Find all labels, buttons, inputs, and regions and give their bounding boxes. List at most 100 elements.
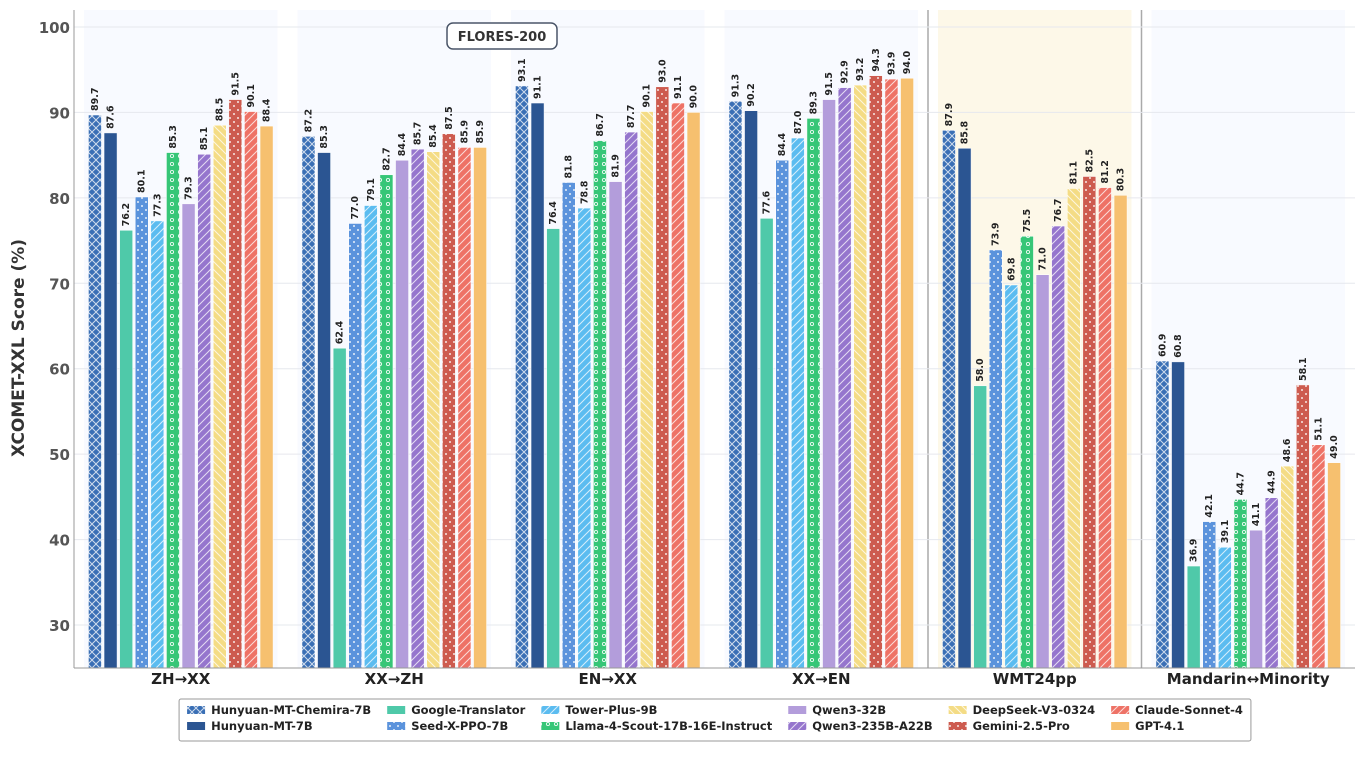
bar <box>593 140 607 669</box>
bar <box>957 148 972 669</box>
bar-value-label: 87.7 <box>626 105 637 128</box>
bar-value-label: 60.9 <box>1157 334 1168 357</box>
bar-value-label: 94.3 <box>871 48 882 71</box>
bar-value-label: 36.9 <box>1189 539 1200 562</box>
bar-value-label: 76.7 <box>1053 199 1064 222</box>
bar <box>973 385 987 669</box>
bar <box>728 101 743 669</box>
bar <box>900 78 914 669</box>
y-tick-label: 90 <box>49 104 70 122</box>
y-tick-label: 100 <box>39 19 70 37</box>
bar-value-label: 93.0 <box>657 59 668 83</box>
bar <box>640 111 654 669</box>
bar-value-label: 84.4 <box>397 132 408 156</box>
bar <box>1004 284 1019 669</box>
legend-box <box>178 698 1252 742</box>
legend-swatch <box>1111 722 1130 730</box>
bar <box>1082 176 1097 669</box>
bar-value-label: 90.1 <box>246 84 257 107</box>
bar <box>181 203 196 669</box>
bar-value-label: 48.6 <box>1282 438 1293 462</box>
bar-value-label: 87.5 <box>444 106 455 129</box>
bar <box>1067 188 1081 669</box>
flores-annotation: FLORES-200 <box>446 22 558 50</box>
bar <box>213 124 227 669</box>
bar-value-label: 91.5 <box>824 72 835 95</box>
bar-value-label: 87.6 <box>106 105 117 129</box>
bar <box>1051 225 1065 669</box>
legend-swatch <box>387 706 406 714</box>
bar <box>457 147 472 669</box>
legend-label: GPT-4.1 <box>1135 719 1184 733</box>
legend-label: Hunyuan-MT-7B <box>211 719 313 733</box>
bar <box>686 112 701 669</box>
legend-label: Qwen3-235B-A22B <box>812 719 932 733</box>
bar-value-label: 93.2 <box>855 58 866 81</box>
bar-value-label: 93.1 <box>517 58 528 81</box>
legend-swatch <box>541 722 560 730</box>
bar <box>608 181 623 669</box>
bar <box>1280 465 1294 669</box>
bar-value-label: 79.3 <box>184 176 195 199</box>
bar-value-label: 85.7 <box>413 122 424 145</box>
bar-value-label: 94.0 <box>902 50 913 74</box>
bar-value-label: 87.2 <box>303 109 314 132</box>
bar <box>473 147 487 669</box>
bar <box>244 111 258 669</box>
bar <box>791 137 805 669</box>
legend-swatch <box>788 706 807 714</box>
bar <box>1296 384 1310 669</box>
bar <box>1311 444 1326 669</box>
bar-value-label: 85.4 <box>428 124 439 148</box>
bar <box>150 220 165 669</box>
legend-label: Hunyuan-MT-Chemira-7B <box>211 703 371 717</box>
bar-value-label: 76.4 <box>548 201 559 225</box>
bar <box>426 151 440 669</box>
bar-value-label: 77.3 <box>152 193 163 216</box>
legend-swatch <box>541 706 560 714</box>
bar <box>759 218 774 669</box>
bar-value-label: 80.1 <box>137 170 148 193</box>
bar <box>1020 236 1034 669</box>
bar <box>1155 360 1170 669</box>
bar <box>546 228 560 669</box>
bar <box>1327 462 1341 669</box>
bar <box>624 131 638 669</box>
bar <box>853 84 867 669</box>
bar <box>197 154 211 669</box>
y-tick-label: 70 <box>49 275 70 293</box>
bar <box>88 114 102 669</box>
bar-value-label: 85.9 <box>475 120 486 143</box>
bar <box>395 160 409 669</box>
legend-swatch <box>187 722 206 730</box>
bar-value-label: 84.4 <box>777 132 788 156</box>
bar <box>135 196 149 669</box>
bar <box>348 223 362 669</box>
bar-value-label: 90.1 <box>642 84 653 107</box>
bar <box>228 99 243 669</box>
bar-value-label: 81.2 <box>1100 160 1111 183</box>
x-tick-label: EN→XX <box>579 670 638 688</box>
bar-value-label: 58.1 <box>1298 357 1309 380</box>
bar-value-label: 88.4 <box>262 98 273 122</box>
bar <box>822 99 836 669</box>
x-tick-label: XX→ZH <box>365 670 424 688</box>
legend-label: Google-Translator <box>411 703 525 717</box>
y-tick-label: 60 <box>49 361 70 379</box>
bar <box>671 102 685 669</box>
bar-value-label: 89.3 <box>808 91 819 114</box>
bar-value-label: 91.1 <box>533 76 544 99</box>
bar <box>577 207 592 669</box>
bar-value-label: 81.1 <box>1069 161 1080 184</box>
bar-value-label: 91.5 <box>230 72 241 95</box>
bar <box>775 160 789 669</box>
bar-value-label: 71.0 <box>1038 247 1049 271</box>
bar-value-label: 86.7 <box>595 113 606 136</box>
legend-label: DeepSeek-V3-0324 <box>973 703 1096 717</box>
legend-label: Gemini-2.5-Pro <box>973 719 1070 733</box>
bar-value-label: 93.9 <box>886 52 897 75</box>
x-tick-label: WMT24pp <box>993 670 1077 688</box>
legend-swatch <box>387 722 406 730</box>
bar <box>1218 547 1232 669</box>
bar-value-label: 77.6 <box>762 191 773 215</box>
